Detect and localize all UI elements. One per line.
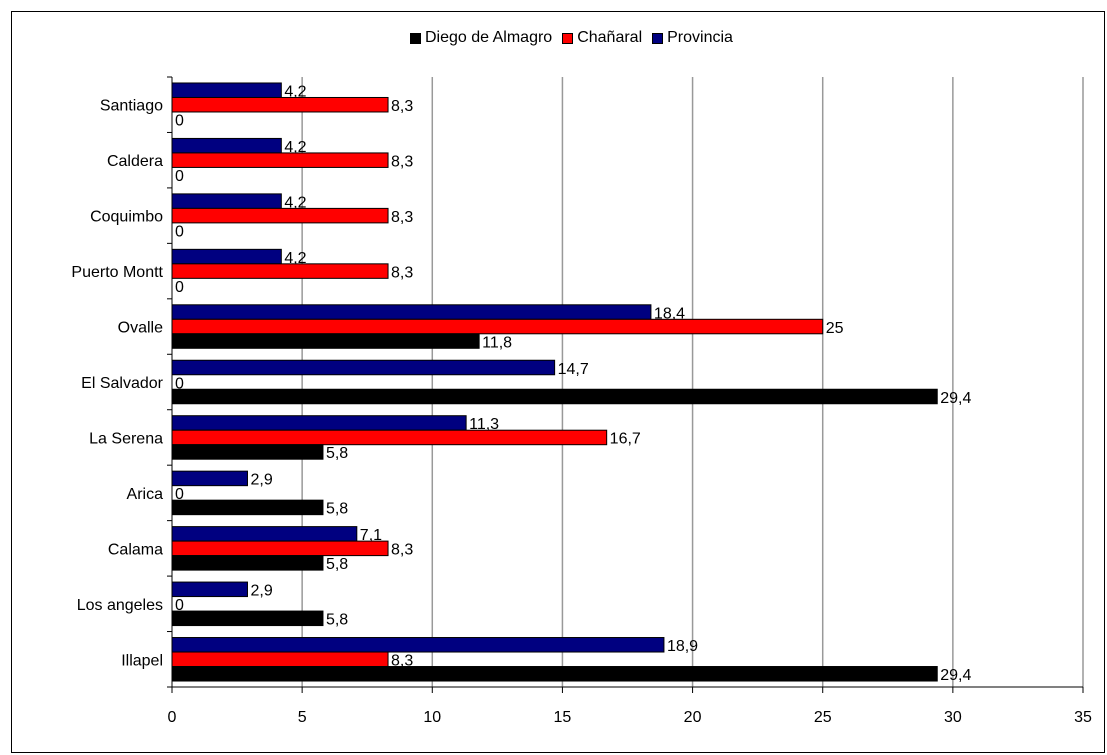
bar bbox=[171, 610, 324, 627]
legend-item-provincia: Provincia bbox=[652, 29, 733, 47]
x-tick-label: 30 bbox=[944, 709, 962, 726]
data-label: 18,9 bbox=[667, 638, 698, 655]
category-label: Calama bbox=[108, 541, 163, 558]
bar bbox=[171, 581, 248, 598]
category-label: Ovalle bbox=[118, 320, 163, 337]
data-label: 8,3 bbox=[391, 153, 413, 170]
x-tick-label: 5 bbox=[298, 709, 307, 726]
data-label: 5,8 bbox=[326, 612, 348, 629]
bar bbox=[171, 415, 467, 431]
bar bbox=[171, 637, 665, 653]
legend-item-diego: Diego de Almagro bbox=[410, 29, 552, 47]
category-label: Puerto Montt bbox=[71, 264, 163, 281]
x-tick-label: 10 bbox=[423, 709, 441, 726]
x-tick-label: 0 bbox=[168, 709, 177, 726]
data-label: 0 bbox=[175, 375, 184, 392]
bar bbox=[171, 137, 282, 154]
legend-item-chanaral: Chañaral bbox=[562, 29, 642, 47]
data-label: 2,9 bbox=[250, 583, 272, 600]
x-tick-label: 35 bbox=[1074, 709, 1092, 726]
data-label: 2,9 bbox=[250, 472, 272, 489]
bar bbox=[171, 470, 248, 487]
data-label: 4,2 bbox=[284, 250, 306, 267]
data-label: 29,4 bbox=[940, 667, 971, 684]
category-label: Caldera bbox=[107, 153, 163, 170]
bar bbox=[171, 429, 608, 446]
category-label: La Serena bbox=[89, 430, 163, 447]
bar bbox=[171, 263, 389, 279]
data-label: 11,3 bbox=[469, 416, 499, 433]
legend-swatch-diego bbox=[410, 32, 421, 44]
data-label: 5,8 bbox=[326, 501, 348, 518]
bar bbox=[171, 82, 282, 98]
data-label: 8,3 bbox=[391, 264, 413, 281]
bar bbox=[171, 96, 389, 113]
data-label: 5,8 bbox=[326, 445, 348, 462]
legend-swatch-chanaral bbox=[562, 32, 574, 44]
x-tick-label: 25 bbox=[814, 709, 832, 726]
data-label: 16,7 bbox=[610, 431, 641, 448]
bar bbox=[171, 651, 389, 668]
bar bbox=[171, 207, 389, 224]
data-label: 14,7 bbox=[558, 361, 589, 378]
bar bbox=[171, 526, 358, 542]
bar bbox=[171, 318, 824, 335]
bar bbox=[171, 499, 324, 516]
data-label: 8,3 bbox=[391, 98, 413, 115]
data-label: 0 bbox=[175, 168, 184, 185]
legend: Diego de Almagro Chañaral Provincia bbox=[410, 29, 733, 47]
data-label: 7,1 bbox=[360, 527, 382, 544]
chart-frame bbox=[11, 11, 1105, 753]
data-label: 0 bbox=[175, 486, 184, 503]
bar bbox=[171, 359, 556, 376]
category-label: Los angeles bbox=[77, 597, 163, 614]
data-label: 0 bbox=[175, 223, 184, 240]
bar bbox=[171, 304, 652, 320]
data-label: 0 bbox=[175, 112, 184, 129]
data-label: 8,3 bbox=[391, 542, 413, 559]
data-label: 18,4 bbox=[654, 305, 685, 322]
data-label: 29,4 bbox=[940, 390, 971, 407]
data-label: 4,2 bbox=[284, 139, 306, 156]
data-label: 8,3 bbox=[391, 653, 413, 670]
bar bbox=[171, 555, 324, 571]
x-tick-label: 20 bbox=[684, 709, 702, 726]
category-label: Santiago bbox=[100, 98, 163, 115]
data-label: 0 bbox=[175, 279, 184, 296]
data-label: 0 bbox=[175, 597, 184, 614]
legend-label-provincia: Provincia bbox=[667, 29, 733, 46]
bar bbox=[171, 540, 389, 557]
data-label: 8,3 bbox=[391, 209, 413, 226]
bar bbox=[171, 666, 938, 682]
legend-swatch-provincia bbox=[652, 32, 664, 44]
data-label: 11,8 bbox=[482, 334, 512, 351]
category-label: Coquimbo bbox=[90, 209, 163, 226]
x-tick-label: 15 bbox=[554, 709, 572, 726]
data-label: 4,2 bbox=[284, 83, 306, 100]
bar bbox=[171, 152, 389, 168]
bar bbox=[171, 193, 282, 209]
legend-label-diego: Diego de Almagro bbox=[425, 29, 553, 46]
data-label: 5,8 bbox=[326, 556, 348, 573]
bar bbox=[171, 248, 282, 265]
bar bbox=[171, 444, 324, 460]
bar bbox=[171, 388, 938, 405]
data-label: 4,2 bbox=[284, 194, 306, 211]
category-label: El Salvador bbox=[81, 375, 163, 392]
bar bbox=[171, 333, 480, 349]
legend-label-chanaral: Chañaral bbox=[577, 29, 643, 46]
category-label: Arica bbox=[127, 486, 164, 503]
category-label: Illapel bbox=[121, 652, 163, 669]
data-label: 25 bbox=[826, 320, 844, 337]
